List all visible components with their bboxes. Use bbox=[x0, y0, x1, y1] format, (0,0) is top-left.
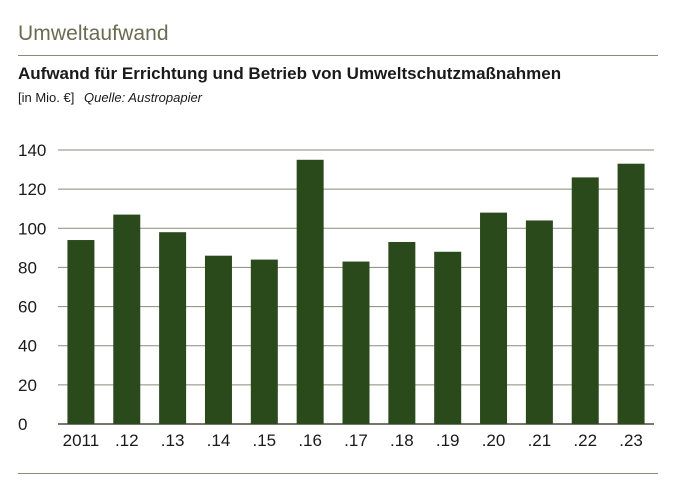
x-tick-label: .15 bbox=[252, 431, 276, 450]
source-label: Quelle: Austropapier bbox=[83, 90, 203, 105]
bar-13 bbox=[159, 232, 187, 424]
bar-22 bbox=[571, 177, 599, 424]
x-tick-label: .17 bbox=[344, 431, 368, 450]
bar-15 bbox=[250, 259, 278, 424]
top-divider bbox=[18, 55, 658, 56]
bar-20 bbox=[480, 212, 508, 424]
y-tick-label: 100 bbox=[18, 219, 46, 238]
x-tick-label: .21 bbox=[528, 431, 552, 450]
x-tick-label: .23 bbox=[619, 431, 643, 450]
x-tick-label: .16 bbox=[298, 431, 322, 450]
x-tick-label: .18 bbox=[390, 431, 414, 450]
bar-23 bbox=[617, 163, 645, 424]
bar-2011 bbox=[67, 240, 95, 424]
x-tick-label: .14 bbox=[207, 431, 231, 450]
bar-18 bbox=[388, 241, 416, 424]
chart-subtitle: [in Mio. €] Quelle: Austropapier bbox=[18, 90, 202, 105]
y-tick-label: 20 bbox=[18, 376, 37, 395]
section-title: Umweltaufwand bbox=[18, 22, 169, 45]
bottom-divider bbox=[18, 473, 658, 474]
bar-17 bbox=[342, 261, 370, 424]
x-tick-label: .12 bbox=[115, 431, 139, 450]
bar-19 bbox=[434, 251, 462, 424]
y-tick-label: 120 bbox=[18, 180, 46, 199]
y-tick-label: 140 bbox=[18, 141, 46, 160]
x-tick-label: .19 bbox=[436, 431, 460, 450]
unit-label: [in Mio. €] bbox=[18, 90, 75, 105]
x-tick-label: .20 bbox=[482, 431, 506, 450]
chart-title: Aufwand für Errichtung und Betrieb von U… bbox=[18, 64, 562, 83]
y-tick-label: 60 bbox=[18, 298, 37, 317]
x-tick-label: .22 bbox=[573, 431, 597, 450]
y-tick-label: 80 bbox=[18, 258, 37, 277]
bar-21 bbox=[525, 220, 553, 424]
x-tick-label: 2011 bbox=[63, 431, 100, 450]
x-tick-label: .13 bbox=[161, 431, 185, 450]
y-tick-label: 0 bbox=[18, 415, 27, 434]
bar-16 bbox=[296, 159, 324, 425]
y-tick-label: 40 bbox=[18, 337, 37, 356]
bar-12 bbox=[113, 214, 141, 424]
bar-14 bbox=[204, 255, 232, 424]
